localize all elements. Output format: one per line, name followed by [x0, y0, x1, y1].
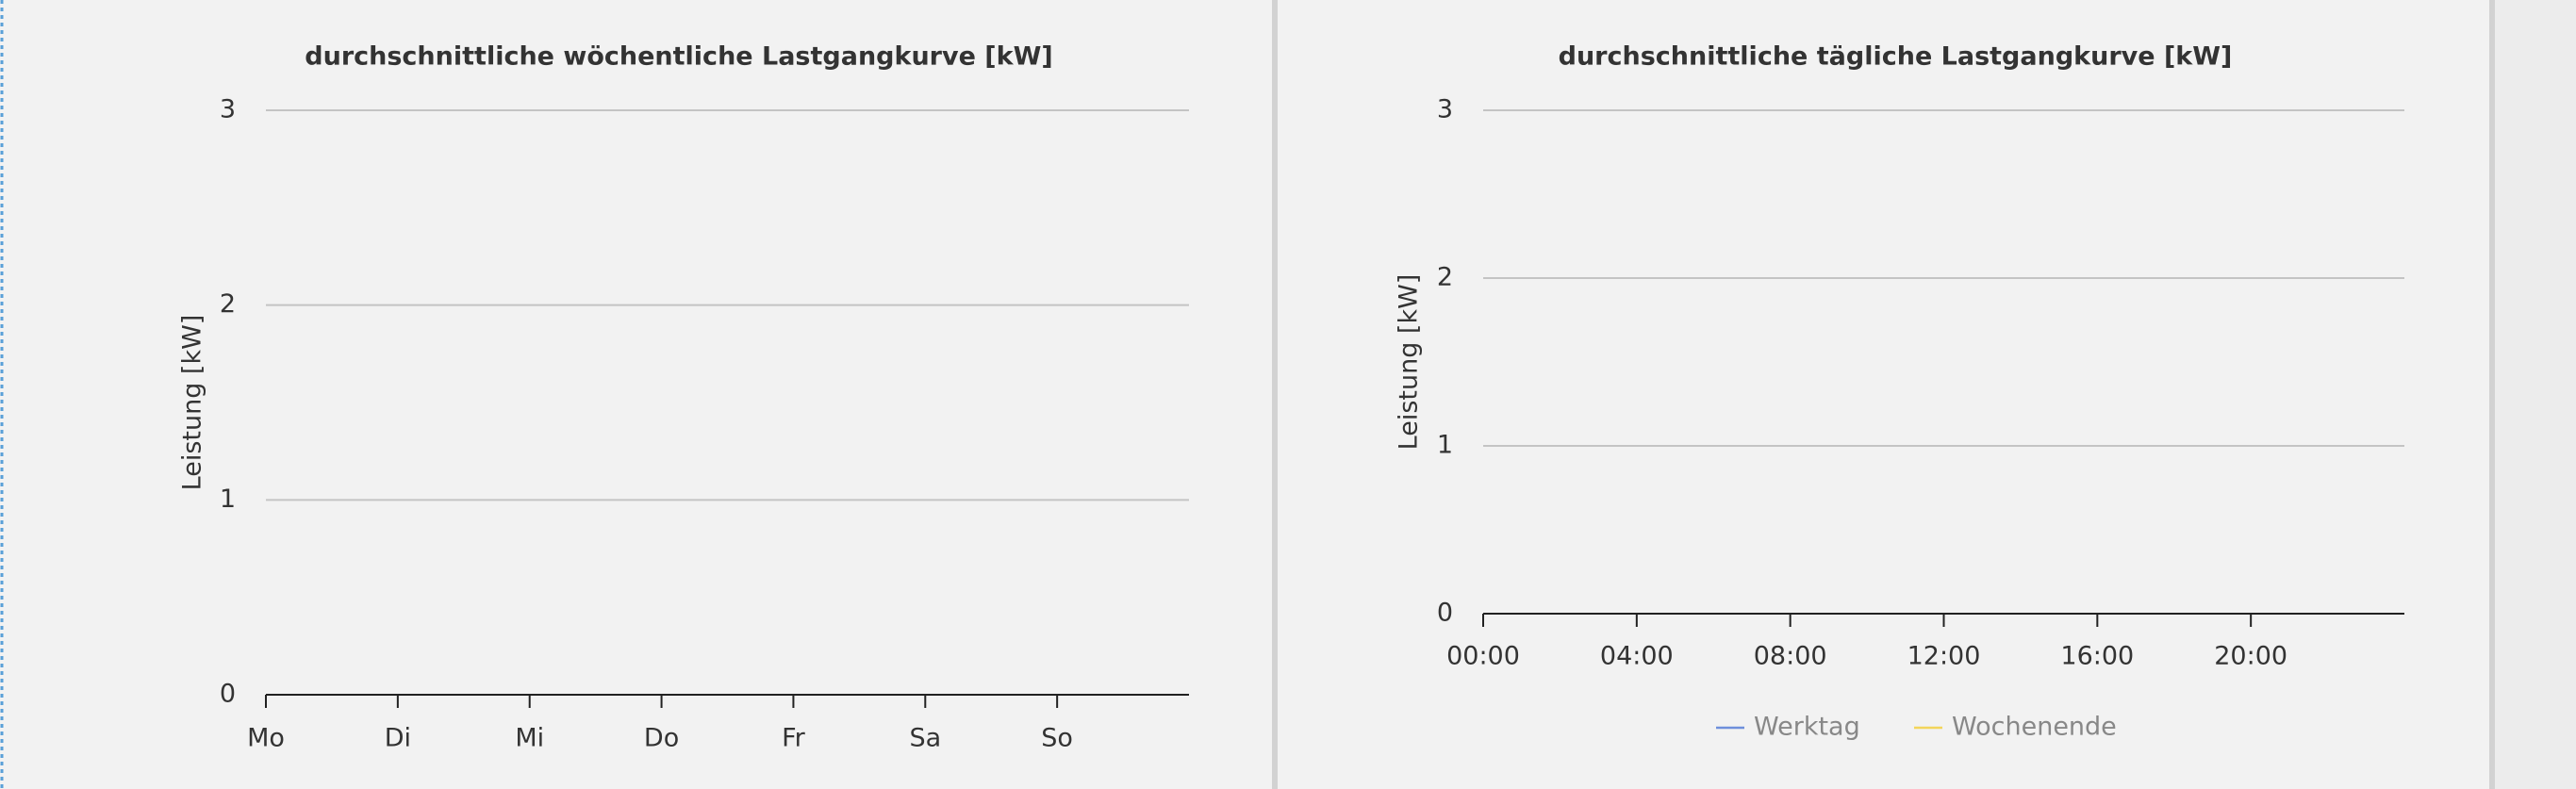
- y-tick-label: 0: [1437, 599, 1453, 628]
- x-tick-label: Fr: [782, 724, 806, 753]
- x-tick-label: 00:00: [1446, 642, 1520, 671]
- x-tick-label: So: [1041, 724, 1073, 753]
- y-tick-label: 1: [220, 485, 236, 514]
- y-tick-label: 2: [1437, 263, 1453, 292]
- y-axis-label: Leistung [kW]: [178, 315, 207, 491]
- y-tick-label: 0: [220, 680, 236, 709]
- x-tick-label: 16:00: [2060, 642, 2134, 671]
- panel-divider: [2489, 0, 2495, 789]
- x-tick-label: 12:00: [1907, 642, 1981, 671]
- x-tick-label: 20:00: [2214, 642, 2287, 671]
- x-tick-label: 04:00: [1600, 642, 1674, 671]
- x-tick-label: Sa: [909, 724, 941, 753]
- legend-label: Wochenende: [1952, 713, 2117, 742]
- x-tick-label: Mi: [515, 724, 544, 753]
- panel-divider: [1272, 0, 1278, 789]
- side-area: [2495, 0, 2576, 789]
- chart-title: durchschnittliche tägliche Lastgangkurve…: [1559, 42, 2233, 72]
- y-tick-label: 3: [1437, 95, 1453, 124]
- x-tick-label: Di: [385, 724, 411, 753]
- x-tick-label: 08:00: [1754, 642, 1827, 671]
- y-tick-label: 1: [1437, 431, 1453, 460]
- legend-label: Werktag: [1754, 713, 1860, 742]
- y-tick-label: 2: [220, 289, 236, 319]
- y-tick-label: 3: [220, 95, 236, 124]
- x-tick-label: Do: [644, 724, 679, 753]
- x-tick-label: Mo: [247, 724, 285, 753]
- chart-title: durchschnittliche wöchentliche Lastgangk…: [305, 42, 1052, 72]
- y-axis-label: Leistung [kW]: [1395, 274, 1424, 451]
